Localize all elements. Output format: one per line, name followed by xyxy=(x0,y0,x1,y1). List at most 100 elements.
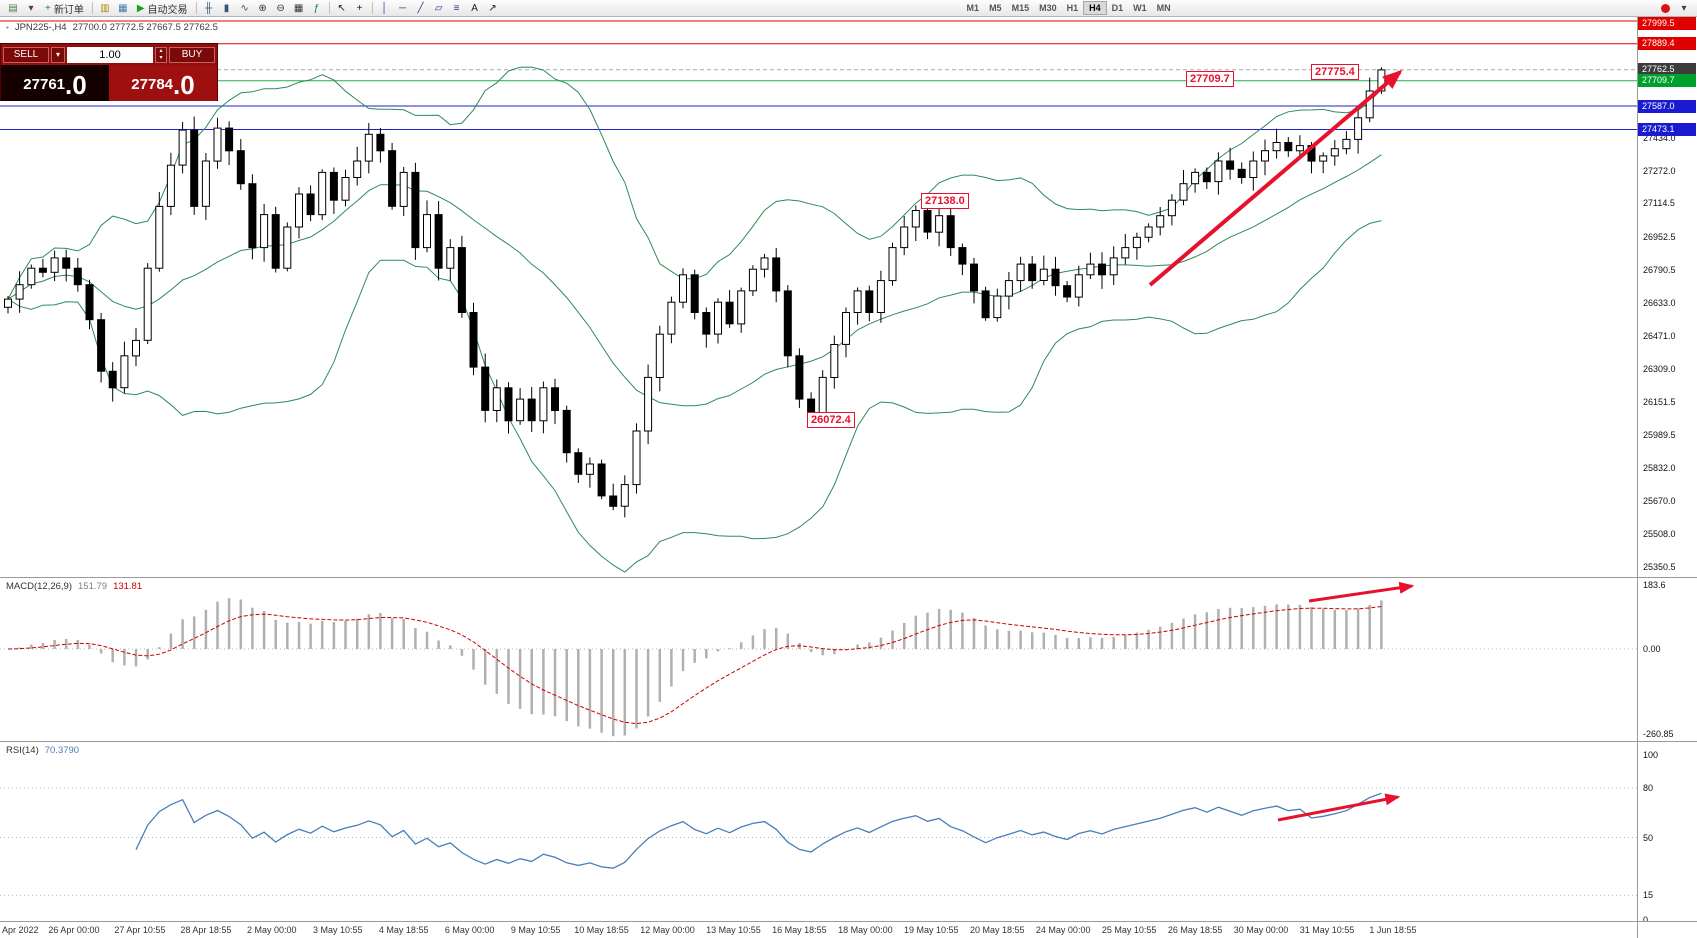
chart-title-icon: ▪ xyxy=(6,23,9,32)
more-icon[interactable]: ▾ xyxy=(1681,2,1687,14)
price-annotation[interactable]: 27709.7 xyxy=(1186,71,1234,87)
price-tick: 25350.5 xyxy=(1643,561,1676,572)
price-annotation[interactable]: 26072.4 xyxy=(807,412,855,428)
line-chart-icon[interactable]: ∿ xyxy=(240,2,249,14)
time-axis-label: 18 May 00:00 xyxy=(838,925,893,935)
sell-price-int: 27761 xyxy=(23,76,66,93)
price-tick: 26952.5 xyxy=(1643,231,1676,242)
price-badge: 27709.7 xyxy=(1638,74,1696,88)
zoom-out-icon[interactable]: ⊖ xyxy=(276,2,285,14)
volume-down-icon[interactable]: ▾ xyxy=(159,55,163,61)
rsi-axis-tick: 50 xyxy=(1643,832,1654,843)
new-order-button[interactable]: + 新订单 xyxy=(40,1,89,16)
price-tick: 26309.0 xyxy=(1643,364,1676,375)
volume-input[interactable]: 1.00 xyxy=(67,47,153,63)
macd-name: MACD(12,26,9) xyxy=(6,581,72,592)
sell-price-dec: .0 xyxy=(65,70,87,100)
timeframe-h4[interactable]: H4 xyxy=(1083,1,1107,15)
ohlc-values: 27700.0 27772.5 27667.5 27762.5 xyxy=(72,22,218,33)
buy-price-int: 27784 xyxy=(131,76,174,93)
macd-axis-tick: 0.00 xyxy=(1643,644,1661,654)
chart-dropdown-icon[interactable]: ▾ xyxy=(28,2,34,14)
timeframe-d1[interactable]: D1 xyxy=(1111,3,1124,13)
time-axis-label: 30 May 00:00 xyxy=(1233,925,1289,935)
new-order-button-label: 新订单 xyxy=(53,4,84,16)
time-axis-label: 26 Apr 00:00 xyxy=(48,925,100,935)
rsi-value: 70.3790 xyxy=(44,745,80,756)
rsi-axis: 100 80 50 15 0 xyxy=(1637,742,1697,925)
notification-icon[interactable] xyxy=(1661,3,1670,13)
timeframe-m30[interactable]: M30 xyxy=(1039,3,1057,13)
macd-axis-tick: -260.85 xyxy=(1643,729,1674,739)
macd-chart[interactable] xyxy=(0,578,1637,742)
time-axis-label: 12 May 00:00 xyxy=(640,925,695,935)
volume-stepper[interactable]: ▴ ▾ xyxy=(155,47,167,63)
price-tick: 25670.0 xyxy=(1643,496,1676,507)
time-axis-label: 24 May 00:00 xyxy=(1035,925,1091,935)
time-axis-label: 2 May 00:00 xyxy=(247,925,297,935)
one-click-trading-panel: SELL ▾ 1.00 ▴ ▾ BUY 27761.0 27784.0 xyxy=(0,43,218,101)
macd-signal-line xyxy=(7,606,1382,725)
candlestick-chart[interactable] xyxy=(0,17,1637,577)
rsi-axis-tick: 80 xyxy=(1643,783,1654,793)
crosshair-icon[interactable]: + xyxy=(356,2,363,14)
time-axis-label: 28 Apr 18:55 xyxy=(180,925,232,935)
horizontal-line-icon[interactable]: ─ xyxy=(399,2,407,14)
timeframe-w1[interactable]: W1 xyxy=(1133,3,1147,13)
timeframe-m5[interactable]: M5 xyxy=(989,3,1002,13)
buy-button[interactable]: BUY xyxy=(169,47,215,63)
main-chart-panel: ▪ JPN225-,H4 27700.0 27772.5 27667.5 277… xyxy=(0,17,1697,577)
macd-axis-tick: 183.6 xyxy=(1643,580,1666,590)
timeframe-m15[interactable]: M15 xyxy=(1011,3,1030,13)
price-annotation[interactable]: 27138.0 xyxy=(921,193,969,209)
auto-trading-button[interactable]: ▶ 自动交易 xyxy=(132,1,193,16)
time-axis[interactable]: Apr 2022 26 Apr 00:00 27 Apr 10:55 28 Apr 1… xyxy=(0,921,1697,938)
volume-dropdown[interactable]: ▾ xyxy=(51,47,65,63)
arrows-tool-icon[interactable]: ↗ xyxy=(488,2,497,14)
buy-price[interactable]: 27784.0 xyxy=(109,65,217,101)
vertical-line-icon[interactable]: │ xyxy=(381,2,388,14)
trendline-icon[interactable]: ╱ xyxy=(417,2,424,14)
time-axis-label: 6 May 00:00 xyxy=(444,925,495,935)
sell-button[interactable]: SELL xyxy=(3,47,49,63)
chart-window-icon[interactable]: ▤ xyxy=(8,2,18,14)
top-toolbar: ▤ ▾ + 新订单 ▥ ▦ ▶ 自动交易 ╫ ▮ ∿ ⊕ ⊖ ▦ ƒ ↖ + │ ─ ╱ ▱ ≡ A ↗ M1 M5 M15 M30 H… xyxy=(0,0,1697,17)
macd-signal-value: 131.81 xyxy=(113,581,143,592)
price-annotation[interactable]: 27775.4 xyxy=(1311,64,1359,80)
price-axis[interactable]: 27434.0 27272.0 27114.5 26952.5 26790.5 26633… xyxy=(1637,17,1697,577)
candlestick-icon[interactable]: ▮ xyxy=(223,2,230,14)
sell-price[interactable]: 27761.0 xyxy=(1,65,109,101)
timeframe-h1[interactable]: H1 xyxy=(1066,3,1079,13)
fibonacci-icon[interactable]: ≡ xyxy=(453,2,460,14)
volume-up-icon[interactable]: ▴ xyxy=(159,48,163,54)
rsi-axis-tick: 100 xyxy=(1643,750,1659,760)
time-axis-label: 10 May 18:55 xyxy=(574,925,629,935)
price-badge: 27587.0 xyxy=(1638,99,1696,113)
macd-axis: 183.6 0.00 -260.85 xyxy=(1637,578,1697,741)
time-axis-label: 4 May 18:55 xyxy=(378,925,429,935)
indicators-icon[interactable]: ƒ xyxy=(313,2,320,14)
zoom-in-icon[interactable]: ⊕ xyxy=(258,2,267,14)
macd-value: 151.79 xyxy=(78,581,108,592)
channel-icon[interactable]: ▱ xyxy=(434,2,443,14)
profiles-icon[interactable]: ▥ xyxy=(100,2,110,14)
bar-chart-icon[interactable]: ╫ xyxy=(205,2,213,14)
macd-label: MACD(12,26,9) 151.79 131.81 xyxy=(6,581,142,592)
time-axis-label: 1 Jun 18:55 xyxy=(1369,925,1417,935)
tile-windows-icon[interactable]: ▦ xyxy=(293,2,304,14)
rsi-chart[interactable] xyxy=(0,742,1637,922)
buy-price-dec: .0 xyxy=(173,70,195,100)
timeframe-mn[interactable]: MN xyxy=(1156,3,1171,13)
rsi-name: RSI(14) xyxy=(6,745,39,756)
price-tick: 26790.5 xyxy=(1643,265,1676,276)
charts-grid-icon[interactable]: ▦ xyxy=(118,2,128,14)
toolbar-separator xyxy=(195,2,197,14)
cursor-icon[interactable]: ↖ xyxy=(337,2,346,14)
text-icon[interactable]: A xyxy=(471,2,478,14)
timeframe-m1[interactable]: M1 xyxy=(966,3,980,13)
chart-title: ▪ JPN225-,H4 27700.0 27772.5 27667.5 277… xyxy=(6,22,218,33)
auto-trading-button-label: 自动交易 xyxy=(147,4,188,16)
toolbar-separator xyxy=(328,2,330,14)
auto-trading-icon: ▶ xyxy=(136,2,145,14)
time-axis-label: 9 May 10:55 xyxy=(510,925,561,935)
